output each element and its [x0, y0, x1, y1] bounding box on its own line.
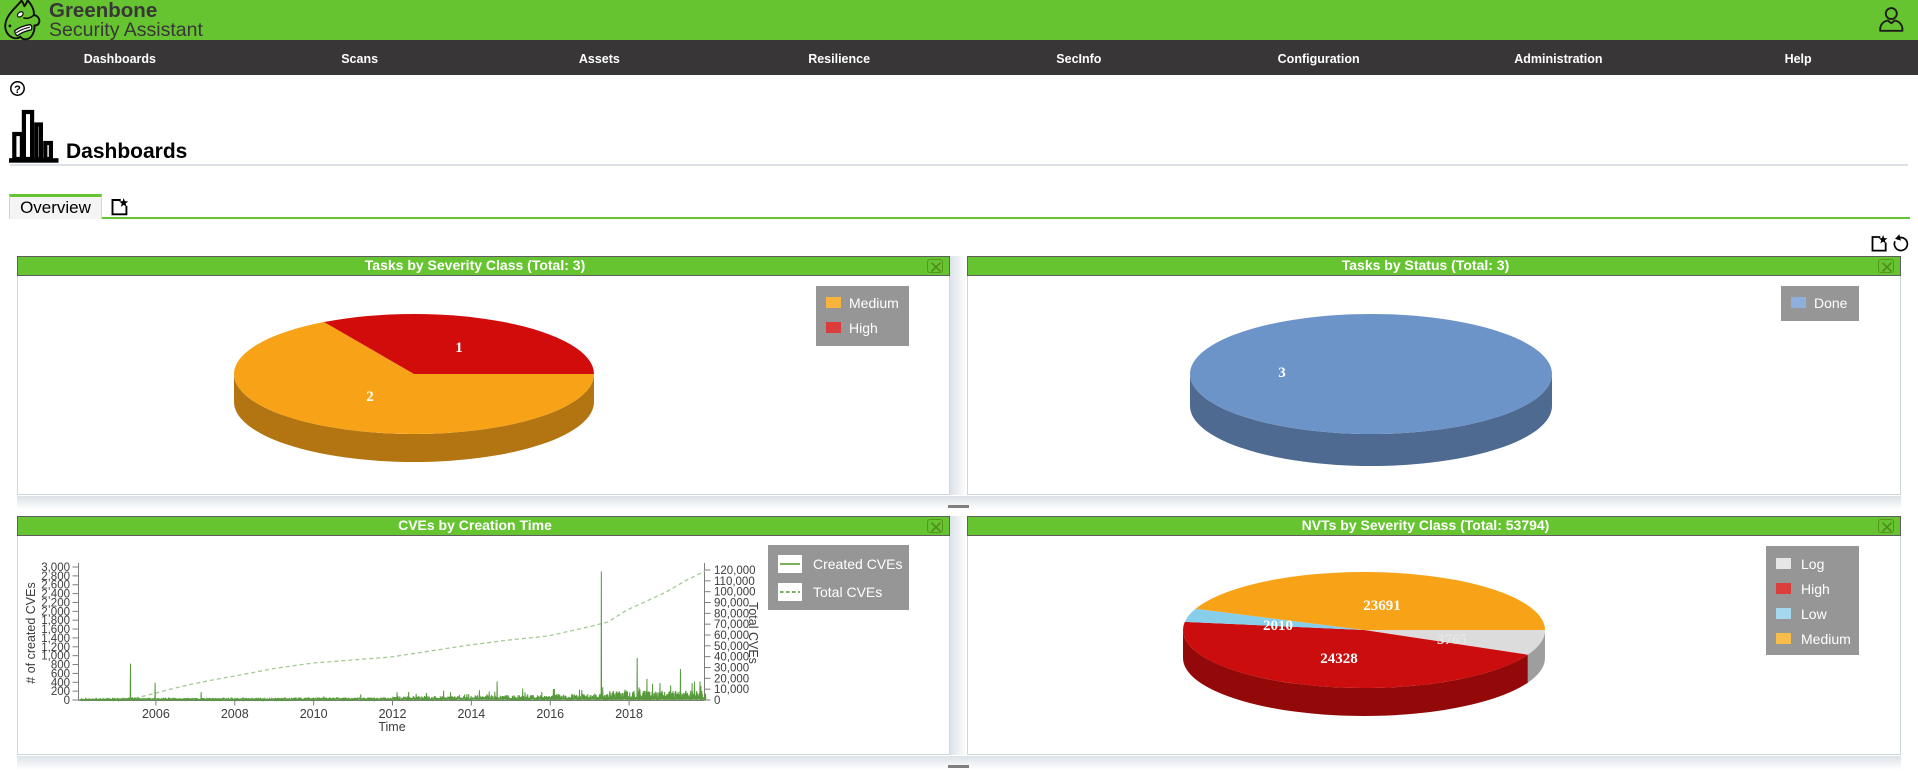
svg-text:800: 800 [51, 660, 70, 672]
svg-text:2014: 2014 [457, 707, 485, 721]
svg-text:?: ? [14, 84, 21, 96]
svg-text:Medium: Medium [849, 295, 899, 311]
svg-text:30,000: 30,000 [714, 663, 749, 675]
svg-text:100,000: 100,000 [714, 587, 756, 599]
svg-text:1,800: 1,800 [41, 615, 70, 627]
svg-text:1,000: 1,000 [41, 651, 70, 663]
svg-text:Low: Low [1801, 606, 1828, 622]
svg-text:2010: 2010 [300, 707, 328, 721]
svg-text:2006: 2006 [142, 707, 170, 721]
svg-text:Created CVEs: Created CVEs [813, 556, 902, 572]
svg-text:Done: Done [1814, 295, 1848, 311]
svg-text:110,000: 110,000 [714, 576, 755, 588]
svg-text:1: 1 [455, 340, 463, 356]
svg-text:High: High [1801, 581, 1830, 597]
svg-text:2: 2 [366, 389, 374, 405]
svg-text:50,000: 50,000 [714, 641, 749, 653]
svg-text:Log: Log [1801, 556, 1824, 572]
svg-text:Medium: Medium [1801, 631, 1851, 647]
svg-text:3: 3 [1278, 365, 1286, 381]
svg-text:0: 0 [714, 695, 720, 707]
svg-text:24328: 24328 [1320, 651, 1358, 667]
svg-text:40,000: 40,000 [714, 652, 749, 664]
svg-text:# of created CVEs: # of created CVEs [24, 582, 38, 683]
svg-text:1,600: 1,600 [41, 624, 70, 636]
svg-text:2010: 2010 [1263, 618, 1293, 634]
svg-text:600: 600 [51, 668, 70, 680]
svg-text:2016: 2016 [536, 707, 564, 721]
svg-text:2018: 2018 [615, 707, 643, 721]
svg-text:20,000: 20,000 [714, 673, 749, 685]
svg-text:High: High [849, 320, 878, 336]
svg-text:Total CVEs: Total CVEs [746, 602, 760, 664]
svg-text:120,000: 120,000 [714, 565, 756, 577]
svg-text:1,200: 1,200 [41, 642, 70, 654]
svg-text:Total CVEs: Total CVEs [813, 584, 882, 600]
svg-text:2008: 2008 [221, 707, 249, 721]
svg-text:23691: 23691 [1363, 598, 1401, 614]
svg-text:80,000: 80,000 [714, 608, 749, 620]
svg-text:2,600: 2,600 [41, 580, 70, 592]
svg-text:Time: Time [378, 720, 405, 734]
svg-text:2,200: 2,200 [41, 597, 70, 609]
svg-text:400: 400 [51, 677, 70, 689]
svg-text:2,800: 2,800 [41, 571, 70, 583]
svg-text:2,000: 2,000 [41, 606, 70, 618]
svg-text:70,000: 70,000 [714, 619, 749, 631]
svg-text:90,000: 90,000 [714, 598, 749, 610]
svg-text:2,400: 2,400 [41, 589, 70, 601]
svg-text:3,000: 3,000 [41, 562, 70, 574]
svg-text:1,400: 1,400 [41, 633, 70, 645]
svg-text:2012: 2012 [379, 707, 407, 721]
svg-text:0: 0 [64, 695, 70, 707]
svg-text:200: 200 [51, 686, 70, 698]
svg-text:60,000: 60,000 [714, 630, 749, 642]
svg-text:10,000: 10,000 [714, 684, 749, 696]
svg-text:3765: 3765 [1437, 632, 1467, 648]
